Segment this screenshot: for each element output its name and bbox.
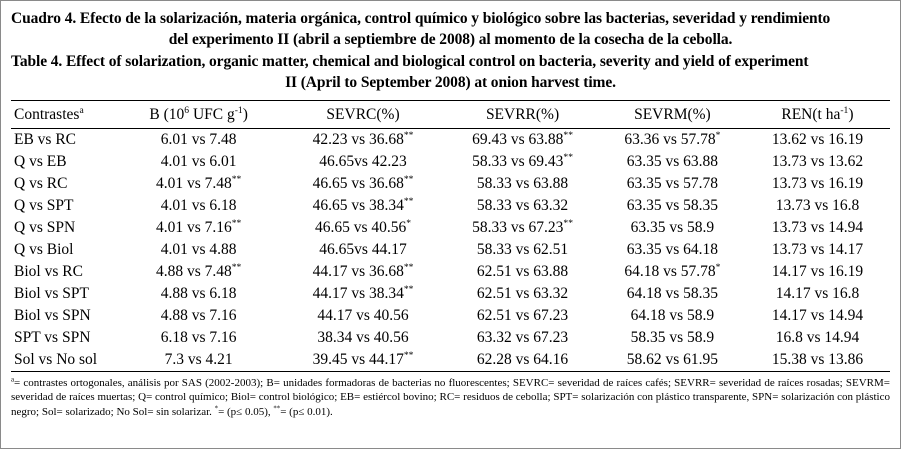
table-cell: 4.88 vs 7.16 (160, 306, 237, 324)
table-row: Q vs SPT 4.01 vs 6.18 46.65 vs 38.34** 58.3… (11, 195, 890, 217)
table-cell: 4.88 vs 6.18 (160, 284, 237, 302)
table-cell: 58.33 vs 67.23** (472, 217, 573, 236)
table-cell: 14.17 vs 16.19 (771, 262, 864, 280)
table-row: Biol vs SPT 4.88 vs 6.18 44.17 vs 38.34** 6… (11, 283, 890, 305)
table-cell: 63.32 vs 67.23 (476, 328, 569, 346)
table-cell: 63.36 vs 57.78* (624, 129, 721, 148)
column-header: REN(t ha-1) (744, 100, 890, 129)
table-cell: 13.62 vs 16.19 (771, 130, 864, 148)
table-cell: 63.35 vs 57.78 (626, 174, 719, 192)
table-cell: 4.01 vs 7.48** (155, 173, 242, 192)
table-cell: 4.01 vs 4.88 (160, 240, 237, 258)
contrast-label: Q vs RC (14, 174, 68, 192)
table-cell: 62.51 vs 63.32 (476, 284, 569, 302)
table-cell: 62.51 vs 63.88 (476, 262, 569, 280)
table-cell: 58.33 vs 62.51 (476, 240, 569, 258)
table-cell: 38.34 vs 40.56 (317, 328, 409, 346)
table-cell: 63.35 vs 64.18 (626, 240, 719, 258)
table-cell: 58.33 vs 63.32 (476, 196, 569, 214)
contrast-label: Q vs EB (14, 152, 67, 170)
table-cell: 39.45 vs 44.17** (312, 349, 414, 368)
column-header: B (106 UFC g-1) (116, 100, 281, 129)
caption-en-line1: Table 4. Effect of solarization, organic… (11, 52, 809, 70)
column-header: SEVRM(%) (599, 100, 745, 129)
table-body: EB vs RC 6.01 vs 7.48 42.23 vs 36.68** 69.4… (11, 128, 890, 371)
contrast-label: SPT vs SPN (14, 328, 91, 346)
table-row: Q vs EB 4.01 vs 6.01 46.65vs 42.23 58.33 vs… (11, 151, 890, 173)
results-table: Contrastesa B (106 UFC g-1) SEVRC(%) SEVRR(… (11, 99, 890, 372)
table-cell: 63.35 vs 58.9 (630, 218, 715, 236)
table-cell: 46.65vs 42.23 (319, 152, 407, 170)
table-cell: 44.17 vs 36.68** (312, 261, 414, 280)
header-row: Contrastesa B (106 UFC g-1) SEVRC(%) SEVRR(… (11, 100, 890, 129)
table-cell: 58.62 vs 61.95 (626, 350, 719, 368)
table-cell: 64.18 vs 58.35 (626, 284, 719, 302)
table-cell: 58.33 vs 69.43** (472, 151, 573, 170)
table-cell: 13.73 vs 16.19 (771, 174, 864, 192)
table-cell: 46.65 vs 36.68** (312, 173, 414, 192)
table-cell: 69.43 vs 63.88** (472, 129, 573, 148)
table-cell: 64.18 vs 57.78* (624, 261, 721, 280)
table-row: Biol vs SPN 4.88 vs 7.16 44.17 vs 40.56 62.… (11, 305, 890, 327)
contrast-label: EB vs RC (14, 130, 77, 148)
table-header: Contrastesa B (106 UFC g-1) SEVRC(%) SEVRR(… (11, 100, 890, 129)
table-cell: 46.65vs 44.17 (319, 240, 407, 258)
table-cell: 62.51 vs 67.23 (476, 306, 569, 324)
table-cell: 4.01 vs 7.16** (155, 217, 242, 236)
table-cell: 58.33 vs 63.88 (476, 174, 569, 192)
table-row: Q vs RC 4.01 vs 7.48** 46.65 vs 36.68** 58.… (11, 173, 890, 195)
contrast-label: Biol vs SPT (14, 284, 89, 302)
contrast-label: Biol vs RC (14, 262, 83, 280)
table-cell: 14.17 vs 14.94 (771, 306, 864, 324)
table-cell: 62.28 vs 64.16 (476, 350, 569, 368)
table-cell: 13.73 vs 16.8 (775, 196, 860, 214)
table-cell: 46.65 vs 40.56* (314, 217, 412, 236)
table-cell: 4.88 vs 7.48** (155, 261, 242, 280)
table-row: Q vs Biol 4.01 vs 4.88 46.65vs 44.17 58.33 … (11, 239, 890, 261)
table-cell: 44.17 vs 38.34** (312, 283, 414, 302)
table-caption: Cuadro 4. Efecto de la solarización, mat… (11, 8, 890, 94)
column-header: Contrastesa (11, 100, 117, 129)
table-footnote: a= contrastes ortogonales, análisis por … (11, 375, 890, 418)
contrast-label: Q vs Biol (14, 240, 74, 258)
table-cell: 14.17 vs 16.8 (775, 284, 860, 302)
table-cell: 58.35 vs 58.9 (630, 328, 715, 346)
table-cell: 63.35 vs 63.88 (626, 152, 719, 170)
column-header: SEVRC(%) (280, 100, 446, 129)
table-cell: 16.8 vs 14.94 (775, 328, 860, 346)
table-cell: 13.73 vs 13.62 (771, 152, 864, 170)
contrast-label: Q vs SPN (14, 218, 76, 236)
table-cell: 63.35 vs 58.35 (626, 196, 719, 214)
table-cell: 4.01 vs 6.01 (160, 152, 237, 170)
table-cell: 13.73 vs 14.94 (771, 218, 864, 236)
caption-es-line2: del experimento II (abril a septiembre d… (168, 31, 733, 49)
table-row: Sol vs No sol 7.3 vs 4.21 39.45 vs 44.17**… (11, 349, 890, 372)
table-cell: 7.3 vs 4.21 (164, 350, 233, 368)
table-row: Biol vs RC 4.88 vs 7.48** 44.17 vs 36.68**… (11, 261, 890, 283)
table-cell: 13.73 vs 14.17 (771, 240, 864, 258)
caption-en-line2: II (April to September 2008) at onion ha… (285, 74, 616, 92)
table-cell: 15.38 vs 13.86 (771, 350, 864, 368)
column-header: SEVRR(%) (445, 100, 600, 129)
table-cell: 6.18 vs 7.16 (160, 328, 237, 346)
table-row: Q vs SPN 4.01 vs 7.16** 46.65 vs 40.56* 58.… (11, 217, 890, 239)
table-cell: 44.17 vs 40.56 (317, 306, 409, 324)
table-cell: 42.23 vs 36.68** (312, 129, 414, 148)
table-row: EB vs RC 6.01 vs 7.48 42.23 vs 36.68** 69.4… (11, 128, 890, 151)
table-row: SPT vs SPN 6.18 vs 7.16 38.34 vs 40.56 63.3… (11, 327, 890, 349)
contrast-label: Biol vs SPN (14, 306, 91, 324)
contrast-label: Sol vs No sol (14, 350, 98, 368)
table-cell: 64.18 vs 58.9 (630, 306, 715, 324)
contrast-label: Q vs SPT (14, 196, 74, 214)
table-cell: 4.01 vs 6.18 (160, 196, 237, 214)
caption-es-line1: Cuadro 4. Efecto de la solarización, mat… (11, 10, 831, 27)
table-cell: 6.01 vs 7.48 (160, 130, 237, 148)
table-cell: 46.65 vs 38.34** (312, 195, 414, 214)
